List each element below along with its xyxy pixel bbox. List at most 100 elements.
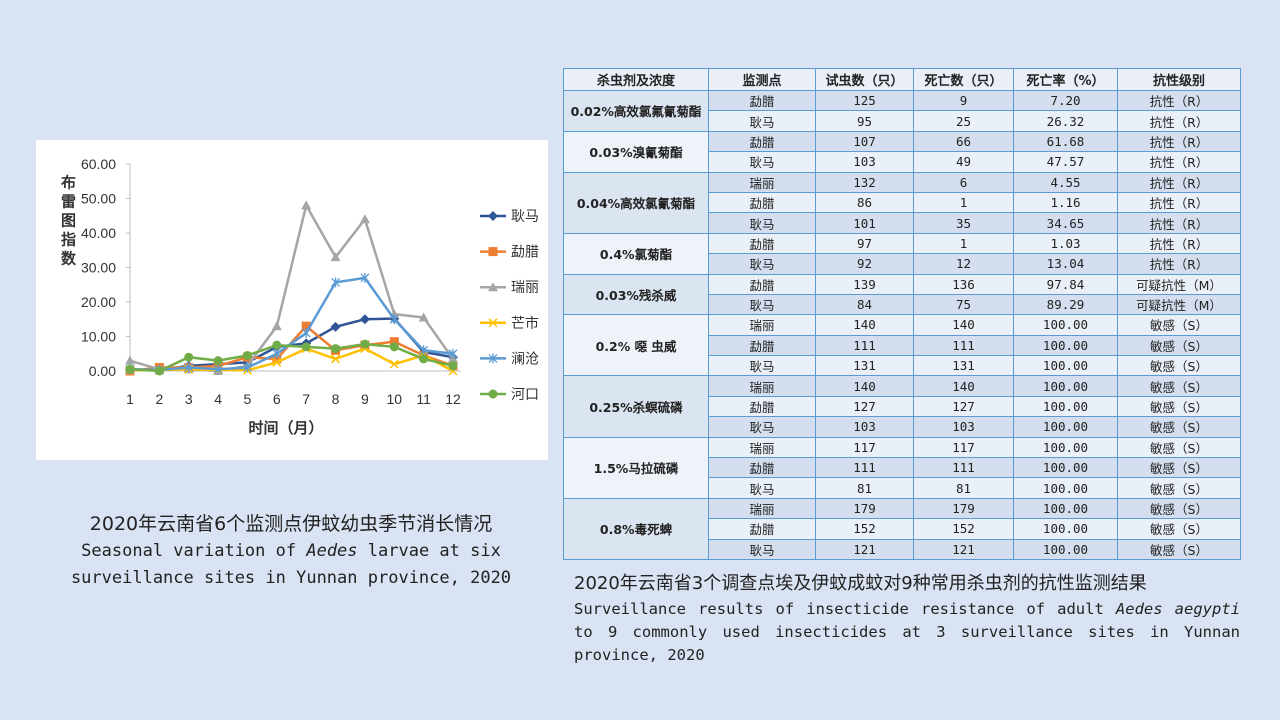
- table-row: 耿马 131 131 100.00 敏感（S）: [564, 355, 1241, 377]
- resistance-table: 杀虫剂及浓度 监测点 试虫数（只） 死亡数（只） 死亡率（%） 抗性级别 0.02%高效氯…: [563, 68, 1241, 560]
- data-point: [331, 344, 341, 354]
- table-cell: 13.04: [1013, 253, 1118, 275]
- table-cell: 敏感（S）: [1117, 518, 1241, 540]
- series-line-1: [129, 324, 454, 373]
- legend-label: 澜沧: [511, 350, 539, 367]
- table-cell: 耿马: [708, 538, 816, 560]
- data-point: [154, 366, 164, 376]
- table-cell: 100.00: [1013, 334, 1118, 357]
- caption-text: to 9 commonly used insecticides at 3 sur…: [574, 623, 1240, 664]
- data-point: [448, 361, 458, 371]
- table-row: 0.25%杀螟硫磷 瑞丽 140 140 100.00 敏感（S）: [563, 375, 1241, 438]
- table-caption-zh: 2020年云南省3个调查点埃及伊蚊成蚊对9种常用杀虫剂的抗性监测结果: [574, 573, 1147, 594]
- table-cell: 敏感（S）: [1117, 436, 1241, 459]
- x-tick-label: 6: [273, 391, 281, 407]
- data-point: [389, 314, 399, 325]
- table-cell: 131: [815, 355, 914, 377]
- table-row: 0.02%高效氯氟氰菊酯 勐腊 125 9 7.20 抗性（R）: [563, 89, 1241, 132]
- caption-text: Surveillance results of insecticide resi…: [574, 600, 1116, 618]
- data-point: [301, 321, 311, 331]
- table-row: 0.8%毒死蜱 瑞丽 179 179 100.00 敏感（S）: [563, 497, 1241, 560]
- table-cell: 86: [815, 191, 914, 214]
- table-cell: 抗性（R）: [1117, 89, 1241, 112]
- table-row: 耿马 121 121 100.00 敏感（S）: [564, 538, 1241, 560]
- data-point: [389, 342, 399, 352]
- data-point: [330, 252, 341, 262]
- table-cell: 100.00: [1013, 538, 1118, 560]
- column-header: 监测点: [708, 68, 816, 91]
- legend-marker: [488, 318, 498, 328]
- table-cell: 瑞丽: [708, 171, 816, 193]
- table-row: 耿马 81 81 100.00 敏感（S）: [564, 477, 1241, 499]
- table-cell: 49: [913, 151, 1014, 173]
- legend-label: 河口: [511, 387, 539, 403]
- chart-caption-zh: 2020年云南省6个监测点伊蚊幼虫季节消长情况: [89, 513, 493, 535]
- table-cell: 可疑抗性（M）: [1117, 273, 1241, 295]
- table-cell: 敏感（S）: [1117, 314, 1241, 336]
- table-caption: 2020年云南省3个调查点埃及伊蚊成蚊对9种常用杀虫剂的抗性监测结果 Surve…: [574, 570, 1240, 667]
- table-cell: 瑞丽: [708, 497, 816, 520]
- table-cell: 抗性（R）: [1117, 253, 1241, 275]
- table-row: 勐腊 111 111 100.00 敏感（S）: [564, 457, 1241, 479]
- table-row: 耿马 95 25 26.32 抗性（R）: [564, 110, 1241, 132]
- table-cell: 敏感（S）: [1117, 375, 1241, 397]
- table-cell: 92: [815, 253, 914, 275]
- column-header: 杀虫剂及浓度: [563, 68, 709, 91]
- table-cell: 敏感（S）: [1117, 395, 1241, 418]
- data-point: [331, 277, 341, 288]
- table-cell: 35: [913, 212, 1014, 234]
- table-cell: 121: [815, 538, 914, 560]
- table-cell: 89.29: [1013, 293, 1118, 316]
- table-cell: 1.16: [1013, 191, 1118, 214]
- table-cell: 26.32: [1013, 110, 1118, 132]
- x-tick-label: 9: [361, 391, 369, 407]
- table-cell: 100.00: [1013, 436, 1118, 459]
- series-line-5: [129, 342, 454, 373]
- table-cell: 100.00: [1013, 395, 1118, 418]
- y-tick-label: 50.00: [81, 191, 116, 207]
- y-tick-label: 10.00: [81, 329, 116, 345]
- data-point: [213, 356, 223, 366]
- insecticide-cell: 0.2% 噁 虫威: [563, 314, 709, 377]
- table-cell: 139: [815, 273, 914, 295]
- table-cell: 勐腊: [708, 518, 816, 540]
- insecticide-cell: 0.03%溴氰菊酯: [563, 130, 709, 173]
- table-cell: 81: [913, 477, 1014, 499]
- table-cell: 103: [815, 151, 914, 173]
- table-cell: 81: [815, 477, 914, 499]
- data-point: [389, 359, 399, 369]
- x-tick-label: 4: [214, 391, 222, 407]
- data-point: [213, 364, 223, 375]
- table-cell: 101: [815, 212, 914, 234]
- table-cell: 117: [815, 436, 914, 459]
- table-cell: 97: [815, 232, 914, 255]
- table-cell: 152: [913, 518, 1014, 540]
- legend-marker: [488, 247, 498, 257]
- table-cell: 75: [913, 293, 1014, 316]
- data-point: [301, 342, 311, 352]
- data-point: [272, 348, 282, 359]
- table-row: 耿马 101 35 34.65 抗性（R）: [564, 212, 1241, 234]
- table-cell: 47.57: [1013, 151, 1118, 173]
- caption-italic: Aedes: [306, 541, 358, 561]
- legend-label: 耿马: [511, 209, 539, 225]
- data-point: [359, 214, 370, 224]
- x-tick-label: 7: [302, 391, 310, 407]
- table-cell: 132: [815, 171, 914, 193]
- table-cell: 抗性（R）: [1117, 110, 1241, 132]
- insecticide-cell: 0.02%高效氯氟氰菊酯: [563, 90, 709, 132]
- x-tick-label: 10: [386, 391, 402, 407]
- data-point: [242, 362, 252, 373]
- table-row: 1.5%马拉硫磷 瑞丽 117 117 100.00 敏感（S）: [563, 436, 1241, 499]
- insecticide-cell: 1.5%马拉硫磷: [563, 436, 709, 499]
- data-point: [301, 200, 312, 210]
- column-header: 抗性级别: [1117, 68, 1241, 91]
- caption-text: larvae at six surveillance sites in Yunn…: [70, 541, 512, 588]
- table-cell: 140: [913, 314, 1014, 336]
- table-row: 0.03%溴氰菊酯 勐腊 107 66 61.68 抗性（R）: [563, 130, 1241, 173]
- x-tick-label: 1: [126, 391, 134, 407]
- data-point: [418, 312, 429, 322]
- table-cell: 耿马: [708, 416, 816, 438]
- table-cell: 111: [913, 334, 1014, 357]
- data-point: [272, 354, 282, 364]
